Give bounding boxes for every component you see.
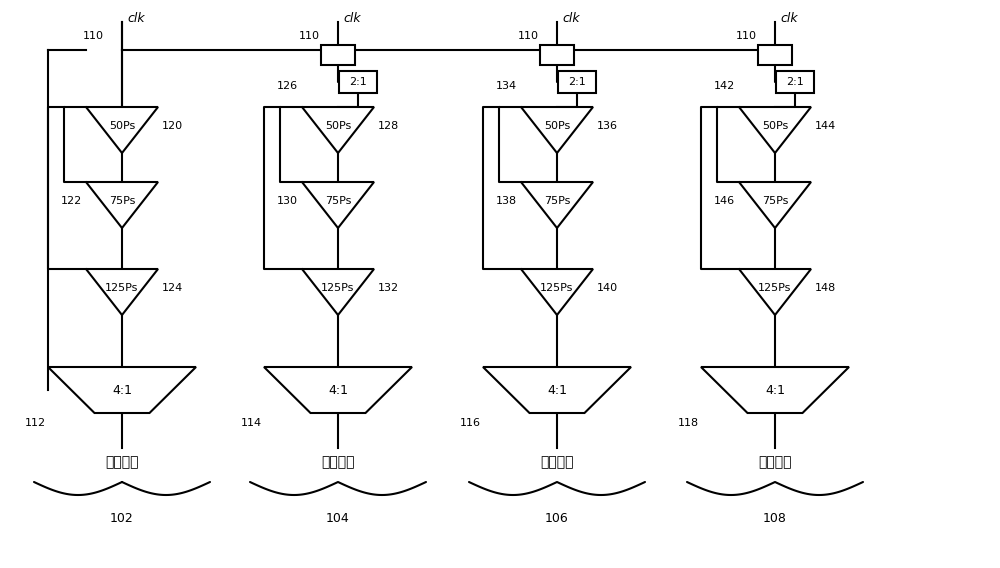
Text: 偏移时钟: 偏移时钟	[321, 455, 355, 469]
Text: 50Ps: 50Ps	[762, 122, 788, 131]
Polygon shape	[483, 367, 631, 413]
Bar	[321, 45, 355, 65]
Polygon shape	[739, 107, 811, 153]
Text: clk: clk	[343, 11, 361, 24]
Text: 106: 106	[545, 512, 569, 524]
Text: 2:1: 2:1	[349, 77, 367, 87]
Text: 104: 104	[326, 512, 350, 524]
Text: 132: 132	[378, 283, 399, 293]
Text: 124: 124	[162, 283, 183, 293]
Text: 50Ps: 50Ps	[544, 122, 570, 131]
Text: 118: 118	[678, 418, 699, 428]
Text: 50Ps: 50Ps	[109, 122, 135, 131]
Text: 2:1: 2:1	[568, 77, 586, 87]
Bar	[776, 71, 814, 93]
Bar	[758, 45, 792, 65]
Text: 146: 146	[714, 196, 735, 206]
Polygon shape	[48, 367, 196, 413]
Text: 75Ps: 75Ps	[544, 197, 570, 206]
Text: 50Ps: 50Ps	[325, 122, 351, 131]
Bar	[540, 45, 574, 65]
Text: 148: 148	[815, 283, 836, 293]
Text: 4:1: 4:1	[112, 383, 132, 396]
Text: 偏移时钟: 偏移时钟	[758, 455, 792, 469]
Text: 偏移时钟: 偏移时钟	[105, 455, 139, 469]
Text: 114: 114	[241, 418, 262, 428]
Text: 108: 108	[763, 512, 787, 524]
Text: 128: 128	[378, 121, 399, 131]
Polygon shape	[739, 182, 811, 228]
Text: 125Ps: 125Ps	[321, 283, 355, 293]
Text: clk: clk	[562, 11, 580, 24]
Polygon shape	[521, 107, 593, 153]
Text: 102: 102	[110, 512, 134, 524]
Text: 2:1: 2:1	[786, 77, 804, 87]
Text: 125Ps: 125Ps	[540, 283, 574, 293]
Text: 134: 134	[496, 81, 517, 91]
Text: 4:1: 4:1	[547, 383, 567, 396]
Text: 144: 144	[815, 121, 836, 131]
Polygon shape	[521, 269, 593, 315]
Text: 110: 110	[83, 31, 104, 41]
Text: 75Ps: 75Ps	[325, 197, 351, 206]
Text: 136: 136	[597, 121, 618, 131]
Text: 125Ps: 125Ps	[758, 283, 792, 293]
Bar	[339, 71, 377, 93]
Polygon shape	[701, 367, 849, 413]
Polygon shape	[302, 182, 374, 228]
Polygon shape	[739, 269, 811, 315]
Polygon shape	[521, 182, 593, 228]
Text: 116: 116	[460, 418, 481, 428]
Text: 4:1: 4:1	[328, 383, 348, 396]
Text: 142: 142	[714, 81, 735, 91]
Text: 110: 110	[518, 31, 539, 41]
Text: 130: 130	[277, 196, 298, 206]
Text: 122: 122	[61, 196, 82, 206]
Text: 138: 138	[496, 196, 517, 206]
Polygon shape	[302, 107, 374, 153]
Text: 112: 112	[25, 418, 46, 428]
Text: 120: 120	[162, 121, 183, 131]
Text: 140: 140	[597, 283, 618, 293]
Text: clk: clk	[780, 11, 798, 24]
Text: 125Ps: 125Ps	[105, 283, 139, 293]
Polygon shape	[86, 107, 158, 153]
Polygon shape	[86, 269, 158, 315]
Text: 110: 110	[299, 31, 320, 41]
Bar	[558, 71, 596, 93]
Text: 126: 126	[277, 81, 298, 91]
Polygon shape	[302, 269, 374, 315]
Text: 4:1: 4:1	[765, 383, 785, 396]
Text: 75Ps: 75Ps	[762, 197, 788, 206]
Text: 110: 110	[736, 31, 757, 41]
Text: 偏移时钟: 偏移时钟	[540, 455, 574, 469]
Text: 75Ps: 75Ps	[109, 197, 135, 206]
Polygon shape	[86, 182, 158, 228]
Polygon shape	[264, 367, 412, 413]
Text: clk: clk	[127, 11, 145, 24]
